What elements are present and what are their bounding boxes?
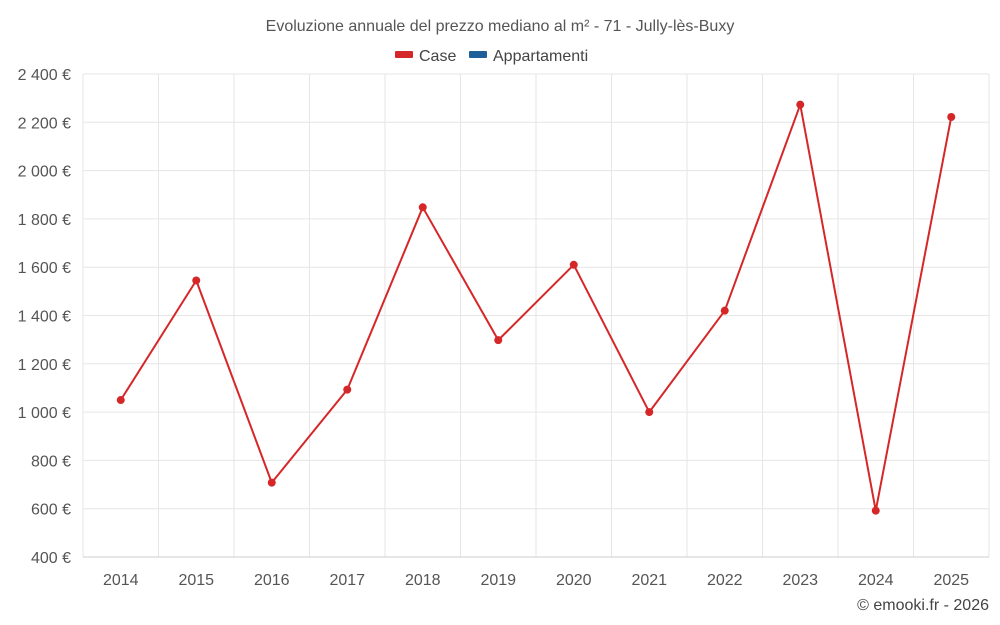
series-layer [116,100,956,515]
x-tick-label: 2020 [556,572,592,589]
data-point-2017[interactable] [343,385,352,394]
data-point-2014[interactable] [116,396,125,405]
x-tick-label: 2023 [782,572,818,589]
series-line-case [119,103,953,512]
legend-item-appartamenti[interactable]: Appartamenti [469,48,588,65]
y-tick-label: 800 € [31,453,71,470]
credit-text: © emooki.fr - 2026 [857,597,989,614]
x-tick-label: 2014 [103,572,139,589]
data-point-2023[interactable] [796,100,805,109]
y-tick-label: 1 200 € [18,357,71,374]
data-point-2020[interactable] [569,260,578,269]
y-tick-label: 400 € [31,550,71,567]
legend-item-case[interactable]: Case [395,48,456,65]
x-tick-label: 2024 [858,572,894,589]
y-tick-label: 1 000 € [18,405,71,422]
data-point-2025[interactable] [947,112,956,121]
data-point-2016[interactable] [267,478,276,487]
legend: Case Appartamenti [395,48,588,65]
data-point-2015[interactable] [192,276,201,285]
chart-title: Evoluzione annuale del prezzo mediano al… [266,18,735,35]
x-axis: 2014 2015 2016 2017 2018 2019 2020 2021 2022 2023… [83,556,989,589]
data-point-2021[interactable] [645,408,654,417]
legend-label-appartamenti: Appartamenti [493,48,588,65]
y-tick-label: 2 400 € [18,67,71,84]
y-tick-label: 1 800 € [18,212,71,229]
x-tick-label: 2017 [329,572,365,589]
data-point-2024[interactable] [871,506,880,515]
legend-label-case: Case [419,48,456,65]
x-tick-label: 2025 [933,572,969,589]
legend-swatch-appartamenti [469,51,487,58]
y-tick-label: 600 € [31,502,71,519]
y-tick-label: 1 400 € [18,309,71,326]
x-tick-label: 2015 [178,572,214,589]
y-axis: 400 € 600 € 800 € 1 000 € 1 200 € 1 400 € 1 60… [18,67,71,567]
data-point-2018[interactable] [418,203,427,212]
legend-swatch-case [395,51,413,58]
y-tick-label: 2 000 € [18,164,71,181]
x-tick-label: 2018 [405,572,441,589]
y-tick-label: 1 600 € [18,260,71,277]
x-gridlines [82,74,990,557]
x-tick-label: 2022 [707,572,743,589]
y-tick-label: 2 200 € [18,115,71,132]
data-point-2019[interactable] [494,336,503,345]
x-tick-label: 2016 [254,572,290,589]
x-tick-label: 2019 [480,572,516,589]
data-point-2022[interactable] [720,306,729,315]
x-tick-label: 2021 [631,572,667,589]
